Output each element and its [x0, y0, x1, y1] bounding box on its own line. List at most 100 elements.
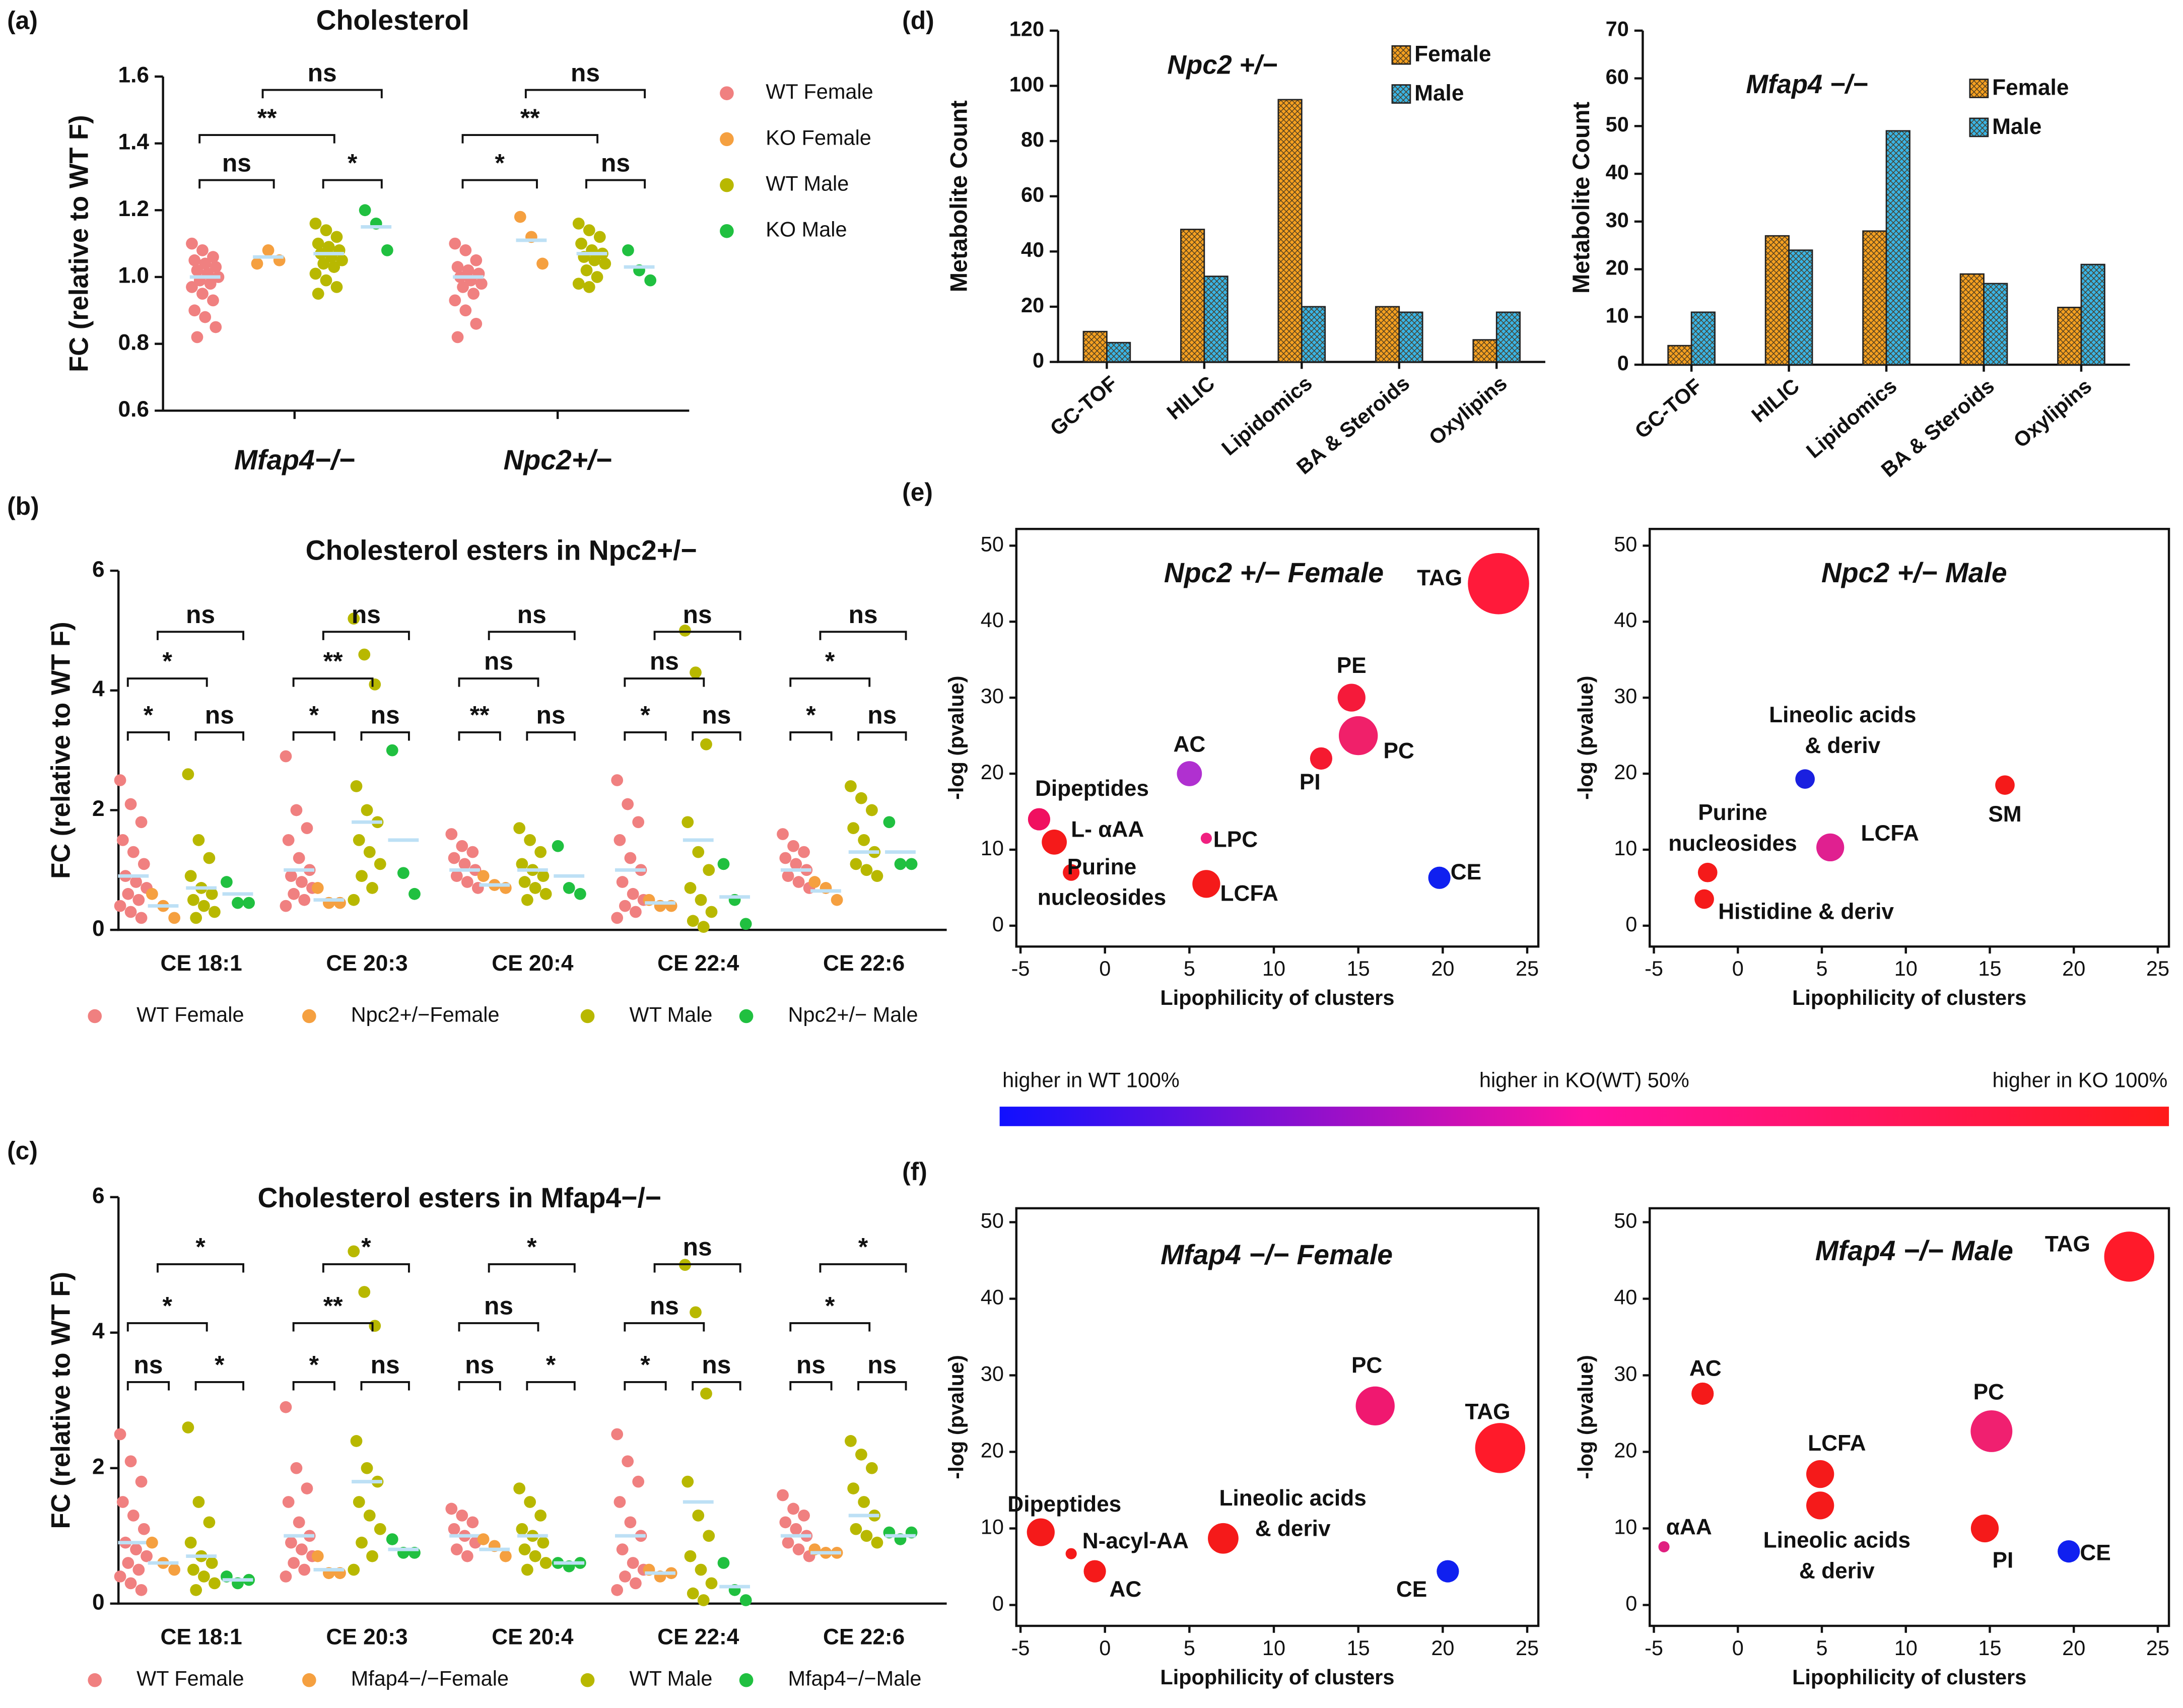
- plot-frame: [1015, 1207, 1540, 1627]
- data-point: [210, 321, 222, 333]
- data-point: [448, 852, 460, 864]
- data-point: [122, 887, 134, 900]
- x-axis-label: Lipophilicity of clusters: [1160, 1665, 1394, 1689]
- data-point: [296, 876, 308, 888]
- significance-bracket: [322, 631, 410, 640]
- x-tick-label: -5: [1645, 957, 1663, 980]
- data-point: [611, 774, 624, 786]
- data-point: [350, 1435, 363, 1447]
- y-tick-label: 10: [981, 836, 1004, 860]
- data-point: [697, 921, 710, 933]
- data-point: [681, 1475, 694, 1488]
- y-axis-label: -log (pvalue): [1574, 676, 1597, 800]
- significance-bracket: [789, 1381, 833, 1391]
- x-tick-label: 0: [1099, 1636, 1111, 1660]
- data-point: [855, 1448, 867, 1461]
- y-tick-label: 0.6: [118, 397, 149, 422]
- colorbar-label: higher in WT 100%: [1002, 1068, 1180, 1091]
- chart-title: Cholesterol esters in Mfap4−/−: [257, 1182, 661, 1213]
- bubble: [1028, 808, 1051, 831]
- y-tick-label: 0.8: [118, 330, 149, 355]
- data-point: [513, 1482, 526, 1494]
- data-point: [187, 1563, 199, 1576]
- significance-bracket: [198, 134, 335, 144]
- data-point: [593, 231, 606, 243]
- data-point: [692, 846, 705, 858]
- data-point: [845, 780, 857, 792]
- data-point: [866, 1462, 878, 1474]
- data-point: [146, 887, 158, 900]
- bubble: [1816, 833, 1845, 862]
- data-point: [130, 876, 142, 888]
- significance-bracket: [322, 179, 383, 189]
- significance-bracket: [692, 1381, 741, 1391]
- data-point: [705, 906, 718, 918]
- x-tick-label: CE 22:4: [657, 951, 739, 976]
- data-point: [127, 846, 140, 858]
- data-point: [518, 1543, 531, 1556]
- legend-label: WT Male: [766, 172, 849, 195]
- x-tick-label: 15: [1978, 957, 2001, 980]
- data-point: [301, 822, 313, 834]
- data-point: [203, 1516, 216, 1529]
- data-point: [196, 244, 209, 256]
- data-point: [209, 1577, 221, 1590]
- data-point: [583, 281, 595, 293]
- data-point: [301, 1482, 313, 1494]
- data-point: [188, 304, 201, 317]
- bubble-label: Purine nucleosides: [1038, 855, 1167, 910]
- y-tick-label: 0: [992, 912, 1004, 936]
- data-point: [116, 1496, 129, 1508]
- bubble-label: CE: [2080, 1540, 2110, 1565]
- data-point: [700, 1387, 712, 1400]
- data-point: [408, 887, 421, 900]
- data-point: [845, 1435, 857, 1447]
- data-point: [524, 834, 536, 846]
- data-point: [191, 264, 203, 277]
- significance-bracket: [653, 1263, 741, 1273]
- significance-label: *: [825, 647, 835, 675]
- data-point: [311, 882, 324, 894]
- significance-bracket: [461, 179, 538, 189]
- data-point: [196, 288, 209, 300]
- y-tick-label: 70: [1606, 17, 1629, 41]
- panel-label: (a): [7, 6, 38, 34]
- significance-label: ns: [867, 701, 897, 729]
- significance-label: ns: [650, 647, 679, 675]
- x-tick-label: 15: [1978, 1636, 2001, 1660]
- y-tick-label: 60: [1021, 183, 1044, 207]
- data-point: [518, 876, 531, 888]
- data-point: [116, 834, 129, 846]
- data-point: [280, 1401, 292, 1413]
- data-point: [198, 1570, 210, 1583]
- y-tick-label: 0: [92, 916, 105, 941]
- y-tick-label: 0: [1033, 349, 1044, 372]
- x-tick-label: CE 20:4: [492, 1624, 574, 1649]
- bubble-label: LCFA: [1861, 821, 1919, 846]
- data-point: [529, 1550, 541, 1562]
- significance-label: *: [640, 1351, 650, 1379]
- x-tick-label: 25: [1516, 957, 1539, 980]
- data-point: [210, 261, 222, 273]
- x-tick-label: 20: [1431, 1636, 1454, 1660]
- bubble: [1355, 1386, 1395, 1425]
- significance-bracket: [624, 731, 667, 741]
- data-point: [451, 261, 464, 273]
- x-tick-label: CE 22:4: [657, 1624, 739, 1649]
- data-point: [397, 867, 410, 879]
- bubble-label: Lineolic acids & deriv: [1769, 703, 1916, 758]
- legend-marker: [720, 224, 734, 238]
- data-point: [190, 912, 202, 924]
- significance-label: ns: [484, 647, 513, 675]
- data-point: [221, 876, 233, 888]
- data-point: [692, 1509, 705, 1522]
- data-point: [536, 257, 549, 270]
- significance-bracket: [653, 631, 741, 640]
- data-point: [186, 237, 198, 250]
- x-tick-label: Mfap4−/−: [234, 444, 355, 475]
- y-tick-label: 10: [981, 1515, 1004, 1538]
- y-axis-label: Metabolite Count: [1567, 102, 1594, 294]
- data-point: [358, 648, 371, 661]
- data-point: [705, 1577, 718, 1590]
- y-tick-label: 30: [1614, 684, 1637, 708]
